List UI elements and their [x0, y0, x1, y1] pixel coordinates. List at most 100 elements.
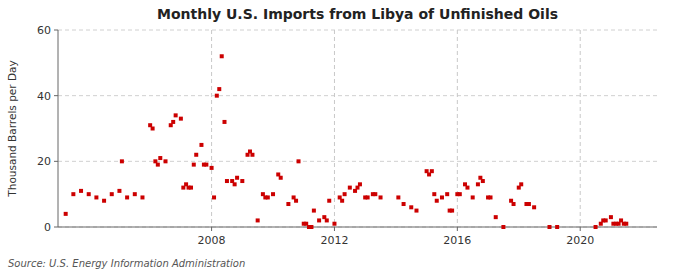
- point: [140, 195, 144, 199]
- point: [133, 192, 137, 196]
- tick-label: 0: [44, 221, 51, 234]
- point: [240, 179, 244, 183]
- point: [358, 182, 362, 186]
- point: [532, 205, 536, 209]
- point: [250, 153, 254, 157]
- tick-mark: [54, 227, 58, 228]
- tick-mark: [54, 161, 58, 162]
- point: [87, 192, 91, 196]
- grid-line: [58, 95, 657, 96]
- point: [110, 192, 114, 196]
- tick-mark: [580, 227, 581, 231]
- point: [220, 54, 224, 58]
- point: [151, 127, 155, 131]
- point: [445, 192, 449, 196]
- point: [64, 212, 68, 216]
- point: [189, 186, 193, 190]
- point: [171, 120, 175, 124]
- point: [501, 225, 505, 229]
- point: [125, 195, 129, 199]
- y-axis: [58, 30, 59, 227]
- x-axis: [58, 227, 657, 228]
- tick-label: 2008: [198, 234, 226, 247]
- point: [624, 222, 628, 226]
- point: [225, 179, 229, 183]
- point: [594, 225, 598, 229]
- point: [547, 225, 551, 229]
- points: [64, 54, 629, 229]
- point: [373, 192, 377, 196]
- point: [379, 195, 383, 199]
- point: [164, 159, 168, 163]
- point: [79, 189, 83, 193]
- point: [286, 202, 290, 206]
- point: [199, 143, 203, 147]
- point: [266, 195, 270, 199]
- point: [440, 195, 444, 199]
- point: [604, 218, 608, 222]
- point: [471, 195, 475, 199]
- point: [494, 215, 498, 219]
- y-axis-label: Thousand Barrels per Day: [6, 60, 18, 197]
- point: [102, 199, 106, 203]
- point: [212, 195, 216, 199]
- point: [325, 218, 329, 222]
- point: [312, 209, 316, 213]
- point: [609, 215, 613, 219]
- point: [435, 199, 439, 203]
- point: [71, 192, 75, 196]
- point: [317, 218, 321, 222]
- point: [340, 199, 344, 203]
- point: [210, 166, 214, 170]
- point: [327, 199, 331, 203]
- grid: [58, 30, 657, 227]
- grid-line: [580, 30, 581, 227]
- point: [409, 205, 413, 209]
- point: [256, 218, 260, 222]
- point: [215, 94, 219, 98]
- tick-label: 60: [37, 24, 51, 37]
- grid-line: [58, 227, 657, 228]
- point: [179, 117, 183, 121]
- point: [430, 169, 434, 173]
- point: [458, 192, 462, 196]
- point: [120, 159, 124, 163]
- title: Monthly U.S. Imports from Libya of Unfin…: [157, 6, 558, 22]
- point: [519, 182, 523, 186]
- point: [489, 195, 493, 199]
- point: [235, 176, 239, 180]
- point: [204, 163, 208, 167]
- tick-mark: [457, 227, 458, 231]
- source-note: Source: U.S. Energy Information Administ…: [8, 258, 245, 269]
- tick-mark: [211, 227, 212, 231]
- point: [156, 163, 160, 167]
- tick-label: 40: [37, 90, 51, 103]
- point: [297, 159, 301, 163]
- point: [450, 209, 454, 213]
- grid-line: [58, 161, 657, 162]
- point: [194, 153, 198, 157]
- point: [414, 209, 418, 213]
- point: [465, 186, 469, 190]
- point: [396, 195, 400, 199]
- point: [366, 195, 370, 199]
- point: [481, 179, 485, 183]
- point: [217, 87, 221, 91]
- point: [222, 120, 226, 124]
- point: [343, 192, 347, 196]
- tick-label: 2020: [566, 234, 594, 247]
- point: [174, 113, 178, 117]
- point: [271, 192, 275, 196]
- grid-line: [211, 30, 212, 227]
- point: [476, 182, 480, 186]
- point: [332, 222, 336, 226]
- point: [192, 163, 196, 167]
- point: [294, 199, 298, 203]
- tick-mark: [334, 227, 335, 231]
- point: [309, 225, 313, 229]
- grid-line: [58, 30, 657, 31]
- point: [527, 202, 531, 206]
- grid-line: [334, 30, 335, 227]
- point: [512, 202, 516, 206]
- point: [555, 225, 559, 229]
